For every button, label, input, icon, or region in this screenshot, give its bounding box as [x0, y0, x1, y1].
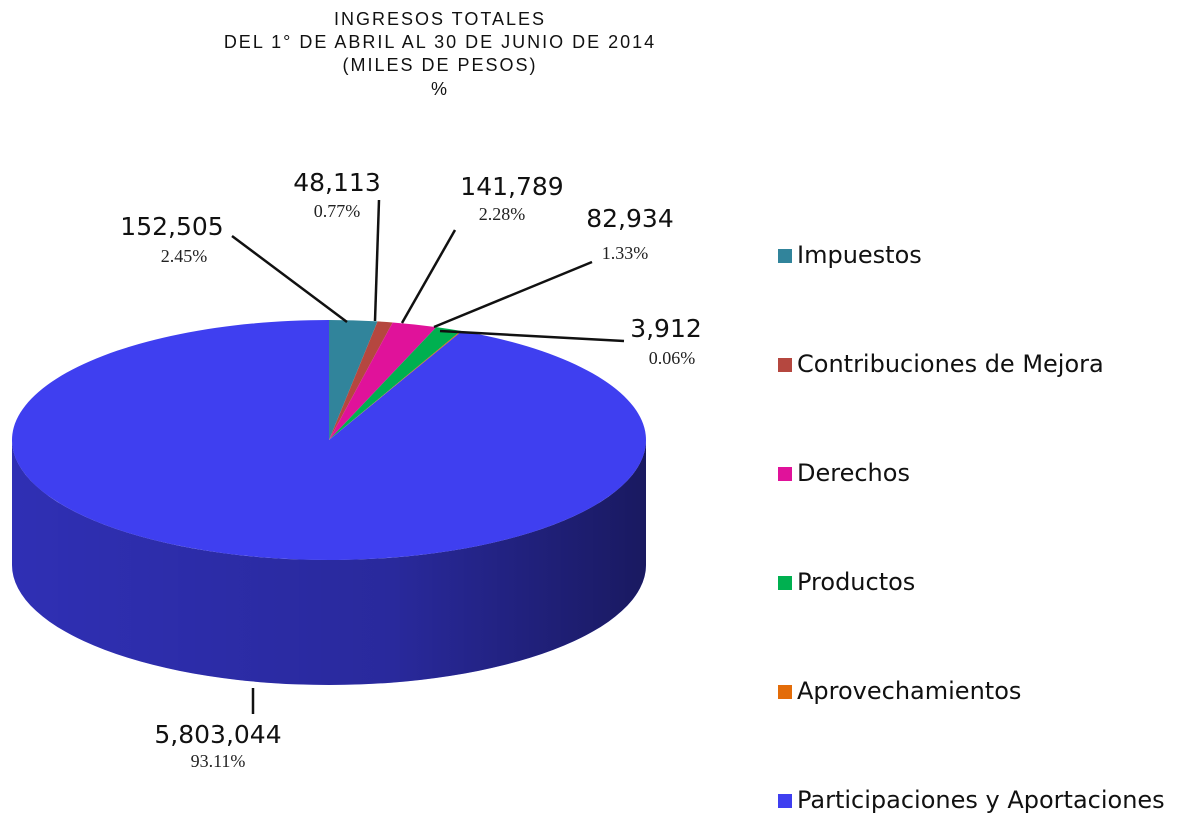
data-label: 141,789 — [460, 172, 563, 201]
data-label: 152,505 — [120, 212, 223, 241]
percent-label: 1.33% — [602, 243, 649, 263]
percent-label: 0.77% — [314, 201, 361, 221]
leader-line — [439, 329, 625, 343]
legend-swatch — [778, 685, 792, 699]
legend-swatch — [778, 358, 792, 372]
legend-swatch — [778, 467, 792, 481]
leader-line — [373, 199, 381, 322]
legend-label: Participaciones y Aportaciones — [797, 786, 1165, 814]
pie-slice — [329, 320, 378, 440]
chart-title: (MILES DE PESOS) — [342, 55, 537, 75]
legend-label: Aprovechamientos — [797, 677, 1021, 705]
chart-title: INGRESOS TOTALES — [334, 9, 546, 29]
leader-line — [231, 234, 348, 324]
legend-label: Productos — [797, 568, 915, 596]
legend-swatch — [778, 249, 792, 263]
percent-label: 2.28% — [479, 204, 526, 224]
data-label: 5,803,044 — [154, 720, 281, 749]
legend-label: Derechos — [797, 459, 910, 487]
data-label: 3,912 — [630, 314, 702, 343]
legend-swatch — [778, 794, 792, 808]
legend-swatch — [778, 576, 792, 590]
chart-title: DEL 1° DE ABRIL AL 30 DE JUNIO DE 2014 — [224, 32, 656, 52]
pie-slice — [11, 320, 646, 560]
leader-line — [400, 229, 457, 324]
pie-slice — [329, 322, 437, 440]
percent-label: 2.45% — [161, 246, 208, 266]
pie-slice — [329, 327, 461, 440]
data-label: 48,113 — [293, 168, 380, 197]
percent-label: 0.06% — [649, 348, 696, 368]
pie-slice — [329, 321, 393, 440]
data-label: 82,934 — [586, 204, 673, 233]
legend-label: Impuestos — [797, 241, 922, 269]
pie-side-shade — [12, 440, 646, 685]
legend-label: Contribuciones de Mejora — [797, 350, 1104, 378]
leader-line — [433, 260, 593, 329]
chart-title: % — [431, 79, 449, 99]
pie-slice — [329, 330, 462, 440]
percent-label: 93.11% — [191, 751, 246, 771]
